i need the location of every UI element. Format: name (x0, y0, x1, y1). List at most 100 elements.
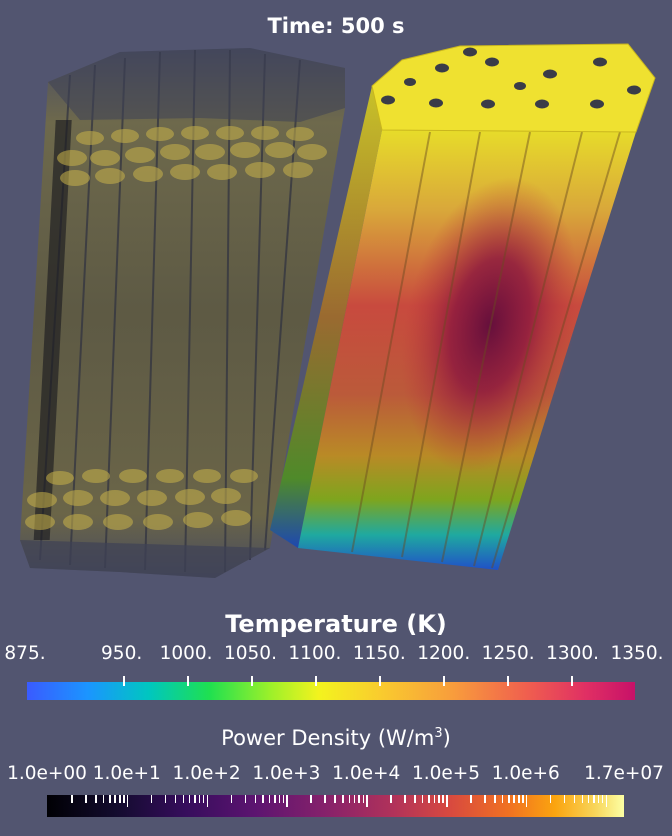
temperature-tick-mark (443, 676, 445, 686)
power-density-tick-mark (324, 795, 326, 803)
power-density-tick-mark (501, 795, 504, 803)
power-density-tick-mark (438, 795, 440, 803)
left-assembly (20, 48, 345, 578)
power-density-tick-mark (358, 795, 360, 803)
power-density-tick-label: 1.0e+1 (92, 763, 161, 784)
temperature-tick-labels: 875. 950. 1000. 1050. 1100. 1150. 1200. 1250. 13… (0, 643, 672, 669)
temperature-tick-mark (315, 676, 317, 686)
power-density-tick-mark (282, 795, 285, 803)
power-density-title-text: Power Density (W/m (221, 726, 435, 750)
power-density-tick-mark (188, 795, 191, 803)
temperature-tick-label: 1100. (288, 643, 342, 664)
temperature-tick-mark (123, 676, 125, 686)
power-density-tick-mark (470, 795, 472, 803)
temperature-tick-label: 1000. (159, 643, 213, 664)
power-density-tick-label: 1.0e+4 (332, 763, 401, 784)
temperature-tick-label: 950. (101, 643, 143, 664)
power-density-tick-mark (390, 795, 392, 803)
right-assembly (270, 43, 656, 570)
power-density-tick-mark (484, 795, 486, 803)
temperature-tick-label: 1250. (481, 643, 535, 664)
power-density-tick-mark (278, 795, 281, 803)
power-density-tick-mark (230, 795, 233, 803)
power-density-tick-label: 1.0e+2 (172, 763, 241, 784)
power-density-tick-mark (421, 795, 424, 803)
power-density-tick-mark (123, 795, 125, 803)
power-density-tick-mark (85, 795, 87, 803)
power-density-tick-mark (549, 795, 552, 803)
power-density-colorbar (47, 795, 624, 817)
power-density-title-exponent: 3 (434, 726, 443, 741)
power-density-tick-mark (573, 795, 576, 803)
power-density-tick-mark (342, 795, 344, 803)
temperature-tick-mark (507, 676, 509, 686)
temperature-tick-label: 1200. (417, 643, 471, 664)
power-density-tick-mark (601, 795, 604, 803)
power-density-tick-mark (198, 795, 201, 803)
power-density-tick-mark (194, 795, 196, 803)
power-density-tick-label: 1.0e+00 (7, 763, 87, 784)
power-density-tick-mark (244, 795, 247, 803)
power-density-tick-mark (433, 795, 436, 803)
power-density-tick-mark (597, 795, 600, 803)
power-density-tick-mark (202, 795, 205, 803)
power-density-tick-label: 1.0e+6 (491, 763, 560, 784)
power-density-tick-mark (95, 795, 97, 803)
power-density-tick-mark (587, 795, 590, 803)
reactor-render (20, 43, 656, 578)
temperature-tick-label: 1150. (352, 643, 406, 664)
power-density-tick-labels: 1.0e+00 1.0e+1 1.0e+2 1.0e+3 1.0e+4 1.0e+5 1.0… (0, 763, 672, 789)
power-density-tick-mark (442, 795, 444, 803)
temperature-tick-label: 1300. (546, 643, 600, 664)
power-density-tick-mark (353, 795, 356, 803)
power-density-tick-mark (262, 795, 264, 803)
power-density-tick-mark (518, 795, 520, 803)
power-density-tick-mark (414, 795, 416, 803)
power-density-tick-mark (334, 795, 336, 803)
power-density-tick-mark (71, 795, 73, 803)
temperature-tick-mark (251, 676, 253, 686)
power-density-tick-mark (182, 795, 185, 803)
power-density-tick-mark (362, 795, 365, 803)
temperature-tick-label: 1050. (223, 643, 277, 664)
temperature-tick-label: 1350. (610, 643, 664, 664)
power-density-tick-mark (102, 795, 105, 803)
power-density-tick-mark (581, 795, 584, 803)
power-density-colorbar-title: Power Density (W/m3) (0, 726, 672, 750)
temperature-tick-mark (379, 676, 381, 686)
power-density-tick-mark (119, 795, 121, 803)
power-density-tick-mark (274, 795, 276, 803)
power-density-tick-mark (174, 795, 177, 803)
power-density-tick-mark (446, 795, 448, 807)
power-density-tick-mark (126, 795, 129, 807)
power-density-tick-mark (268, 795, 271, 803)
power-density-tick-mark (404, 795, 406, 803)
power-density-tick-mark (254, 795, 257, 803)
power-density-title-close: ) (442, 726, 451, 750)
power-density-tick-mark (366, 795, 368, 807)
power-density-tick-mark (563, 795, 566, 803)
temperature-tick-mark (571, 676, 573, 686)
temperature-tick-label: 875. (4, 643, 46, 664)
power-density-tick-mark (310, 795, 312, 803)
power-density-tick-mark (164, 795, 167, 803)
power-density-tick-mark (286, 795, 288, 807)
temperature-colorbar-title: Temperature (K) (225, 610, 447, 638)
time-label: Time: 500 s (267, 14, 405, 38)
power-density-tick-mark (513, 795, 515, 803)
temperature-colorbar (27, 676, 635, 700)
power-density-tick-mark (109, 795, 111, 803)
power-density-tick-mark (348, 795, 350, 803)
power-density-tick-mark (150, 795, 153, 803)
temperature-tick-mark (187, 676, 189, 686)
power-density-tick-mark (522, 795, 524, 803)
power-density-tick-mark (428, 795, 430, 803)
power-density-tick-mark (114, 795, 116, 803)
power-density-tick-mark (508, 795, 510, 803)
power-density-tick-mark (494, 795, 496, 803)
power-density-tick-mark (206, 795, 209, 807)
power-density-tick-mark (593, 795, 595, 803)
power-density-tick-mark (605, 795, 608, 807)
power-density-tick-mark (525, 795, 528, 807)
power-density-tick-label: 1.0e+3 (252, 763, 321, 784)
